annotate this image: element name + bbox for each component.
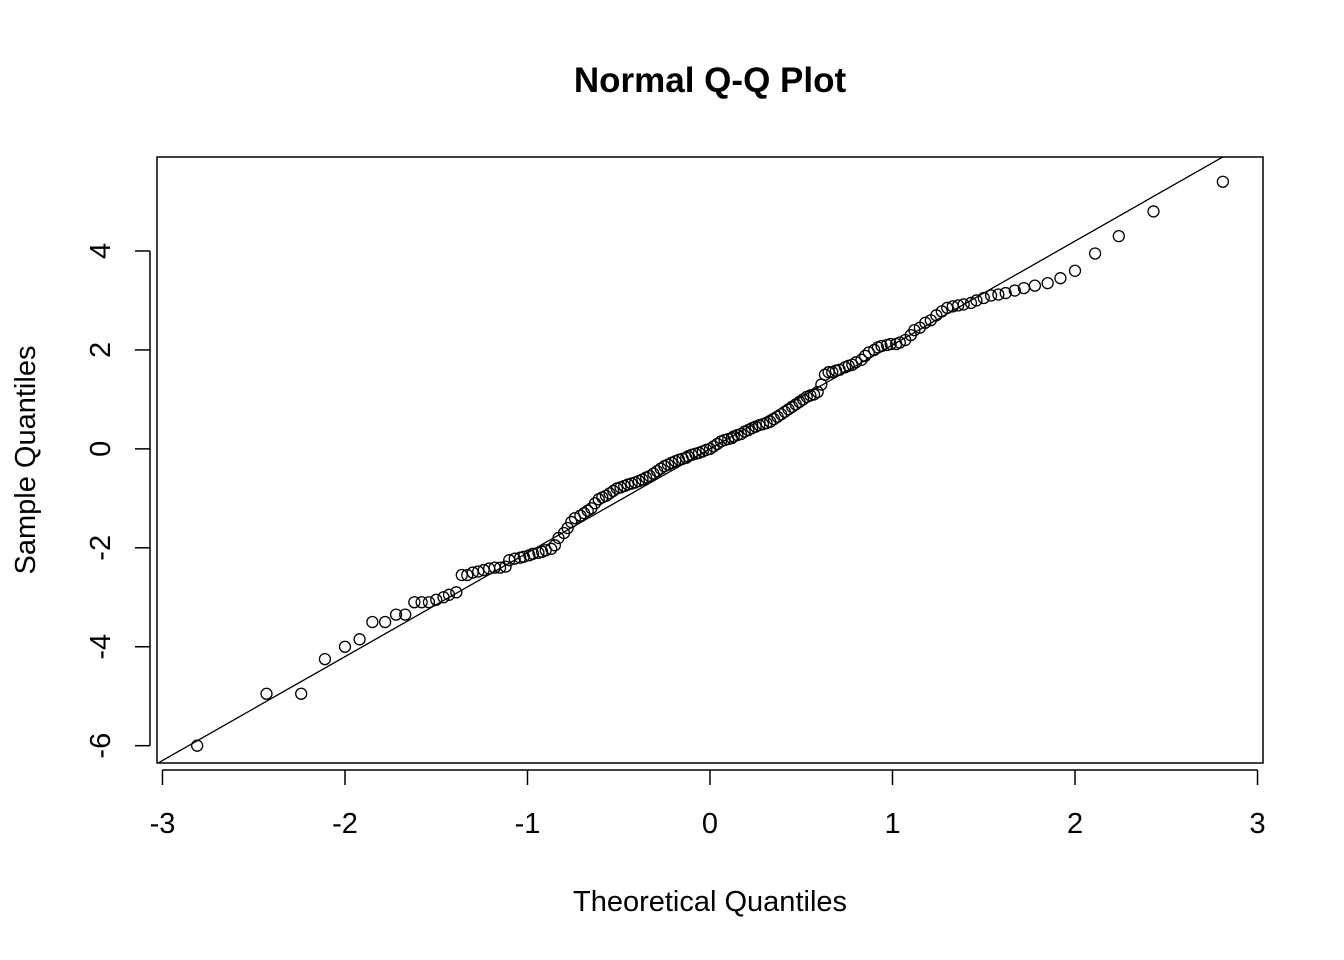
data-point <box>711 437 724 451</box>
data-point <box>461 568 474 582</box>
chart-title: Normal Q-Q Plot <box>574 61 847 100</box>
x-tick-label: 1 <box>884 808 900 840</box>
data-point <box>588 497 602 510</box>
data-point <box>1068 264 1082 277</box>
data-point <box>1216 175 1229 188</box>
data-point <box>952 299 965 312</box>
data-point <box>415 596 428 609</box>
data-point <box>508 552 521 565</box>
data-point <box>984 289 998 302</box>
reference-line-layer <box>157 157 1225 763</box>
data-point <box>353 633 366 646</box>
y-tick-label: 4 <box>85 243 117 259</box>
data-point <box>295 687 308 700</box>
x-tick-label: 2 <box>1067 808 1083 840</box>
data-point <box>437 591 450 604</box>
data-point <box>977 291 990 305</box>
data-point <box>1041 276 1054 290</box>
data-point <box>450 586 463 599</box>
data-point <box>260 687 273 700</box>
data-point <box>849 356 863 369</box>
x-tick-label: 0 <box>702 808 718 840</box>
x-axis-label: Theoretical Quantiles <box>573 886 847 918</box>
data-point <box>884 337 897 351</box>
data-point <box>545 542 558 555</box>
plot-frame <box>156 156 1264 764</box>
data-points <box>191 175 1229 752</box>
data-point <box>561 521 574 535</box>
data-point <box>493 561 507 574</box>
data-point <box>499 560 512 573</box>
data-point <box>422 596 436 609</box>
data-point <box>389 608 403 621</box>
data-point <box>807 388 821 401</box>
data-point <box>607 484 620 498</box>
y-tick-label: -4 <box>85 634 117 660</box>
data-point <box>992 288 1005 301</box>
data-point <box>818 368 832 381</box>
data-point <box>796 393 810 406</box>
y-axis-label: Sample Quantiles <box>10 346 42 575</box>
data-point <box>875 339 888 353</box>
data-point <box>565 515 578 529</box>
data-point <box>318 652 332 666</box>
data-point <box>957 298 970 311</box>
data-point <box>517 550 530 563</box>
data-point <box>581 504 594 517</box>
qq-reference-line <box>157 157 1225 763</box>
data-point <box>378 615 392 629</box>
y-tick-label: -2 <box>85 535 117 561</box>
data-point <box>442 588 456 601</box>
data-point <box>472 565 485 578</box>
data-point <box>919 316 932 329</box>
data-point <box>1008 284 1021 297</box>
data-point <box>734 427 748 441</box>
data-point <box>999 286 1012 300</box>
data-point <box>338 640 352 653</box>
data-point <box>908 323 921 337</box>
data-point <box>654 462 667 475</box>
data-point <box>893 336 906 349</box>
x-axis: -3 -2 -1 0 1 2 3 <box>150 769 1266 840</box>
data-point <box>430 593 443 606</box>
x-tick-label: -2 <box>332 808 358 840</box>
data-point <box>811 385 824 399</box>
data-point <box>366 615 379 629</box>
data-point <box>855 353 868 366</box>
data-point <box>1112 230 1125 243</box>
data-point <box>191 739 204 752</box>
y-tick-label: -6 <box>85 733 117 759</box>
y-axis: -6 -4 -2 0 2 4 <box>85 243 151 759</box>
data-point <box>548 539 562 552</box>
data-point <box>1054 272 1067 285</box>
data-point <box>858 349 872 363</box>
data-point <box>1028 279 1042 292</box>
x-tick-label: -3 <box>150 808 176 840</box>
data-point <box>408 596 421 609</box>
data-point <box>868 343 881 357</box>
x-tick-label: -1 <box>515 808 541 840</box>
y-tick-label: 0 <box>85 441 117 457</box>
x-tick-label: 3 <box>1249 808 1265 840</box>
data-point <box>970 294 983 307</box>
data-point <box>964 296 978 310</box>
y-tick-label: 2 <box>85 342 117 358</box>
data-point <box>1147 205 1160 218</box>
data-point <box>1088 247 1102 260</box>
data-point <box>526 547 540 560</box>
data-point <box>399 608 412 621</box>
